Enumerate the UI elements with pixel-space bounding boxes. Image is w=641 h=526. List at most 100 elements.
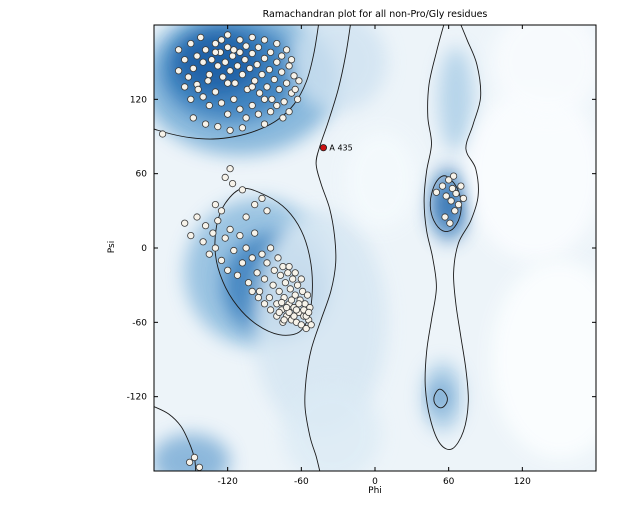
residue-point — [285, 108, 293, 116]
residue-point — [260, 54, 269, 63]
residue-point — [236, 105, 244, 113]
residue-point — [263, 83, 271, 91]
residue-point — [224, 79, 232, 87]
residue-point — [233, 271, 242, 279]
residue-point — [205, 101, 213, 110]
residue-point — [221, 173, 229, 181]
residue-point — [280, 98, 288, 106]
residue-point — [248, 83, 256, 91]
residue-point — [253, 60, 261, 69]
residue-point — [224, 110, 232, 118]
residue-point — [181, 219, 189, 227]
residue-point — [229, 52, 237, 60]
residue-point — [282, 79, 291, 87]
residue-point — [226, 67, 234, 75]
residue-point — [273, 39, 281, 48]
residue-point — [189, 114, 197, 122]
residue-point — [270, 75, 278, 84]
residue-point — [217, 207, 226, 215]
residue-point — [208, 56, 216, 64]
contour-beta-inner — [154, 25, 319, 140]
density-blob — [282, 384, 382, 471]
residue-point — [221, 234, 229, 242]
residue-point — [224, 43, 232, 51]
residue-point — [260, 120, 269, 128]
residue-point — [258, 71, 266, 79]
residue-point — [242, 114, 250, 122]
contour-alpha-inner — [214, 187, 313, 336]
residue-point — [224, 266, 232, 274]
residue-point — [241, 56, 249, 64]
x-tick-label: 120 — [514, 477, 531, 487]
residue-point — [253, 269, 261, 277]
density-blob — [467, 86, 596, 261]
residue-point — [242, 213, 250, 221]
residue-point — [266, 108, 275, 116]
chart-title: Ramachandran plot for all non-Pro/Gly re… — [262, 9, 488, 20]
residue-point — [229, 180, 237, 188]
residue-point — [266, 306, 275, 314]
residue-point — [236, 232, 244, 240]
residue-point — [175, 46, 183, 54]
residue-point — [274, 254, 282, 262]
residue-point — [285, 62, 293, 70]
residue-point — [457, 182, 465, 190]
residue-point — [307, 321, 315, 329]
residue-point — [459, 194, 467, 202]
residue-point — [280, 316, 288, 324]
residue-point — [258, 194, 266, 202]
residue-point — [254, 43, 262, 51]
x-tick-label: -120 — [217, 477, 238, 487]
density-blob — [344, 130, 418, 230]
residue-point — [298, 287, 307, 295]
residue-point — [242, 42, 250, 50]
residue-point — [195, 463, 203, 471]
residue-point — [305, 308, 313, 316]
residue-point — [187, 232, 195, 240]
residue-point — [265, 293, 273, 302]
residue-point — [448, 184, 456, 193]
residue-point — [204, 77, 212, 85]
residue-point — [442, 192, 450, 200]
residue-point — [211, 39, 219, 48]
residue-point — [214, 217, 222, 225]
contour-bottom-right-circle — [433, 388, 448, 409]
residue-point — [303, 291, 312, 299]
residue-point — [205, 250, 213, 258]
residue-point — [194, 85, 202, 94]
residue-point — [292, 306, 300, 314]
residue-point — [263, 259, 271, 267]
residue-point — [295, 300, 303, 308]
y-tick-label: -60 — [132, 318, 147, 328]
residue-point — [447, 197, 455, 205]
residue-point — [273, 101, 281, 110]
contour-layer — [154, 25, 482, 471]
residue-point — [211, 244, 219, 252]
residue-point — [244, 279, 253, 287]
residue-point — [255, 89, 264, 97]
y-tick-label: 120 — [130, 95, 147, 105]
residue-point — [248, 49, 256, 58]
residue-point — [445, 176, 453, 184]
residue-point — [187, 95, 195, 103]
residue-point — [279, 262, 287, 271]
residue-point — [205, 71, 213, 79]
residue-point — [451, 207, 459, 215]
y-axis-label: Psi — [107, 240, 117, 254]
residue-point — [275, 308, 283, 316]
residue-point — [282, 303, 291, 312]
residue-point — [275, 85, 283, 94]
residue-point — [270, 266, 278, 274]
residue-point — [199, 238, 207, 246]
contour-outer-left — [304, 25, 351, 471]
residue-point — [159, 130, 167, 138]
residue-point — [278, 52, 286, 60]
residue-point — [278, 68, 286, 76]
density-blob — [431, 383, 449, 411]
residue-point — [290, 72, 298, 80]
residue-point — [246, 64, 254, 73]
residue-point — [293, 95, 302, 103]
residue-point — [224, 31, 232, 39]
residue-point — [275, 287, 283, 295]
residue-point — [248, 101, 256, 110]
